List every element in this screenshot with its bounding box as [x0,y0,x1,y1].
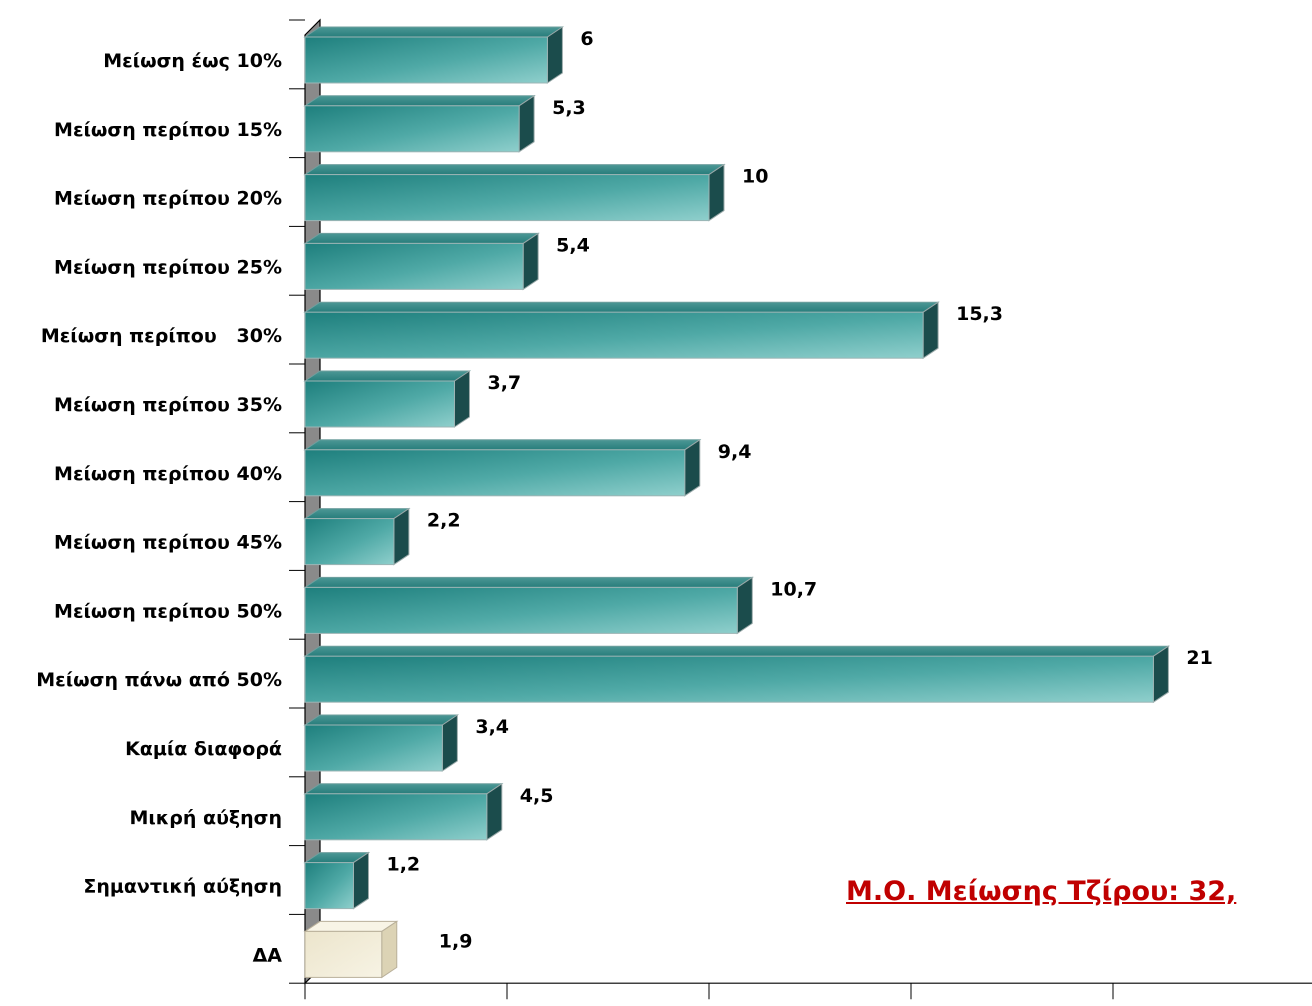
bar-front-face [304,449,686,497]
bar-front-face [304,518,395,566]
category-label: Μείωση περίπου 40% [54,463,282,485]
bar-side-face [441,714,458,772]
bars-layer [303,26,1171,979]
value-label: 5,3 [552,97,586,119]
bar-front-face [304,311,924,359]
category-label: Μείωση περίπου 30% [41,325,282,347]
value-label: 1,9 [439,930,473,952]
bar-7 [303,438,702,497]
bar-side-face [546,26,563,84]
bar-top-face [303,920,399,932]
bar-front-face [304,105,520,153]
bar-side-face [518,94,535,153]
value-label: 1,2 [386,854,420,876]
bar-14 [303,920,399,979]
bar-8 [303,507,411,566]
bar-top-face [303,301,940,313]
bar-side-face [453,370,470,428]
category-label: Μείωση περίπου 45% [54,532,282,554]
category-label: Μείωση περίπου 25% [54,256,282,278]
bar-6 [303,370,472,428]
labels-layer: Μείωση έως 10% 6 Μείωση περίπου 15% 5,3 Μείω… [36,28,1213,966]
bar-10 [303,645,1171,704]
value-label: 4,5 [520,785,554,807]
bar-side-face [352,851,369,910]
bar-front-face [304,862,354,910]
value-label: 10 [742,166,768,188]
bar-12 [303,782,504,841]
bar-side-face [708,163,725,222]
category-label: Μείωση περίπου 15% [54,119,282,141]
bar-side-face [1152,645,1169,704]
bar-top-face [303,439,702,451]
bar-front-face [304,793,488,841]
value-label: 9,4 [718,441,752,463]
bar-2 [303,94,536,153]
bar-5 [303,301,940,360]
value-label: 5,4 [556,234,590,256]
bar-top-face [303,232,540,244]
bar-top-face [303,714,460,726]
bar-3 [303,163,726,222]
value-label: 2,2 [427,510,461,532]
bar-front-face [304,930,383,978]
bar-front-face [304,380,455,428]
category-label: Μείωση έως 10% [103,50,282,72]
bar-13 [303,851,371,910]
bar-front-face [304,36,548,84]
bar-side-face [736,576,753,635]
value-label: 3,4 [475,716,509,738]
category-label: Μείωση πάνω από 50% [36,669,282,691]
value-label: 15,3 [956,303,1003,325]
bar-top-face [303,95,536,107]
category-label: Μικρή αύξηση [129,807,282,829]
bar-front-face [304,586,738,634]
value-label: 3,7 [487,372,521,394]
bar-side-face [522,232,539,291]
bar-9 [303,576,754,635]
bar-front-face [304,655,1154,703]
bar-11 [303,714,460,772]
bar-top-face [303,164,726,176]
bar-side-face [684,438,701,497]
category-label: Μείωση περίπου 50% [54,600,282,622]
average-reduction-note: Μ.Ο. Μείωσης Τζίρου: 32, [846,876,1237,907]
bar-top-face [303,370,472,382]
value-label: 21 [1186,647,1212,669]
bar-front-face [304,242,524,290]
category-label: ΔΑ [253,944,283,966]
value-label: 10,7 [770,578,817,600]
bar-top-face [303,576,754,588]
bar-top-face [303,26,565,38]
value-label: 6 [580,28,593,50]
bar-4 [303,232,540,291]
bar-side-face [381,920,398,979]
bar-side-face [922,301,939,360]
category-label: Μείωση περίπου 35% [54,394,282,416]
category-label: Σημαντική αύξηση [83,876,282,898]
bar-front-face [304,724,443,772]
bar-side-face [486,782,503,841]
bar-top-face [303,508,411,520]
bar-1 [303,26,565,84]
bar-top-face [303,645,1171,657]
bar-top-face [303,783,504,795]
bar-front-face [304,174,710,222]
category-label: Καμία διαφορά [125,738,282,760]
bar-side-face [393,507,410,566]
category-label: Μείωση περίπου 20% [54,188,282,210]
